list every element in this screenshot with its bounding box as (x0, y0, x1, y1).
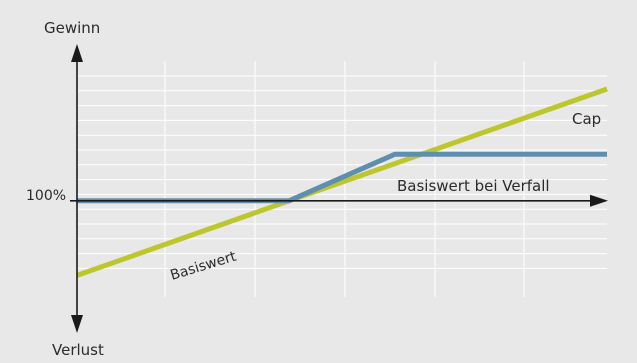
y-axis-arrow-up (71, 44, 83, 62)
series-line-basiswert (76, 86, 608, 278)
x-axis-label: Basiswert bei Verfall (397, 177, 550, 195)
y-tick-label: 100% (26, 188, 66, 204)
series-label-cap: Cap (572, 110, 601, 128)
grid (77, 61, 607, 297)
y-axis-label-bottom: Verlust (52, 341, 104, 359)
x-axis-arrow (590, 194, 608, 207)
axes (70, 44, 608, 333)
y-axis-label-top: Gewinn (44, 19, 100, 37)
y-axis-arrow-down (71, 315, 83, 333)
